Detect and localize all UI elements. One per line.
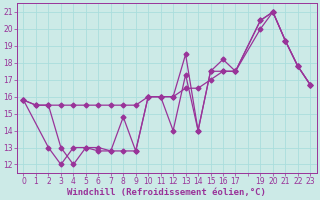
X-axis label: Windchill (Refroidissement éolien,°C): Windchill (Refroidissement éolien,°C)	[68, 188, 266, 197]
